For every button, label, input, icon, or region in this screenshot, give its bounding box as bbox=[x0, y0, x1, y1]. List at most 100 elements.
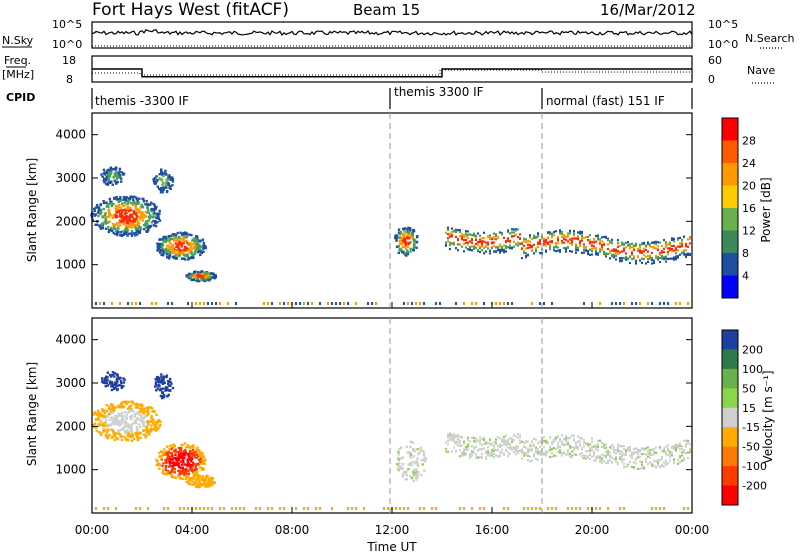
echo-cell bbox=[561, 434, 563, 437]
echo-cell bbox=[491, 242, 493, 245]
echo-cell bbox=[96, 206, 100, 209]
echo-cell bbox=[162, 396, 166, 399]
echo-cell bbox=[149, 428, 152, 432]
echo-cell bbox=[481, 243, 483, 246]
echo-cell bbox=[421, 449, 425, 453]
echo-cell bbox=[645, 460, 647, 463]
echo-cell bbox=[533, 234, 535, 237]
echo-cell bbox=[471, 302, 473, 305]
echo-cell bbox=[535, 249, 537, 252]
echo-cell bbox=[617, 463, 619, 466]
echo-cell bbox=[405, 230, 409, 233]
echo-cell bbox=[497, 248, 499, 251]
echo-cell bbox=[455, 440, 457, 443]
echo-cell bbox=[677, 444, 679, 447]
echo-cell bbox=[689, 447, 691, 450]
echo-cell bbox=[130, 414, 133, 417]
echo-cell bbox=[198, 239, 201, 242]
echo-cell bbox=[475, 453, 477, 456]
echo-cell bbox=[158, 219, 162, 222]
echo-cell bbox=[107, 178, 110, 181]
echo-cell bbox=[331, 507, 333, 510]
echo-cell bbox=[505, 441, 507, 444]
echo-cell bbox=[113, 406, 116, 409]
echo-cell bbox=[569, 452, 571, 456]
echo-cell bbox=[182, 457, 185, 460]
echo-cell bbox=[199, 457, 202, 460]
echo-cell bbox=[461, 234, 463, 237]
echo-cell bbox=[106, 435, 109, 438]
echo-cell bbox=[121, 435, 124, 438]
echo-cell bbox=[531, 449, 533, 452]
echo-cell bbox=[155, 378, 158, 381]
echo-cell bbox=[398, 461, 401, 465]
echo-cell bbox=[535, 236, 537, 239]
echo-cell bbox=[585, 249, 587, 252]
echo-cell bbox=[162, 250, 166, 254]
echo-cell bbox=[493, 250, 495, 253]
echo-cell bbox=[192, 476, 196, 479]
echo-cell bbox=[483, 436, 485, 439]
echo-cell bbox=[619, 260, 621, 263]
echo-cell bbox=[651, 302, 653, 305]
echo-cell bbox=[160, 170, 163, 173]
echo-cell bbox=[115, 432, 118, 435]
echo-cell bbox=[116, 207, 119, 211]
echo-cell bbox=[112, 176, 115, 179]
echo-cell bbox=[122, 222, 125, 226]
echo-cell bbox=[103, 422, 106, 425]
echo-cell bbox=[525, 452, 527, 455]
echo-cell bbox=[627, 243, 629, 247]
echo-cell bbox=[485, 250, 487, 253]
echo-cell bbox=[467, 230, 469, 233]
echo-cell bbox=[130, 230, 134, 233]
echo-cell bbox=[523, 452, 525, 455]
echo-cell bbox=[495, 302, 497, 305]
echo-cell bbox=[673, 448, 675, 451]
echo-cell bbox=[555, 447, 557, 450]
echo-cell bbox=[519, 242, 521, 245]
echo-cell bbox=[467, 243, 469, 246]
echo-cell bbox=[537, 441, 539, 445]
echo-cell bbox=[553, 440, 555, 443]
echo-cell bbox=[166, 395, 169, 398]
echo-cell bbox=[531, 441, 533, 444]
echo-cell bbox=[557, 246, 559, 249]
echo-cell bbox=[471, 238, 473, 241]
echo-cell bbox=[573, 237, 575, 240]
cpid-segment-2: themis 3300 IF bbox=[394, 85, 484, 99]
echo-cell bbox=[553, 246, 555, 249]
echo-cell bbox=[397, 464, 400, 467]
echo-cell bbox=[118, 170, 121, 173]
echo-cell bbox=[523, 445, 525, 448]
echo-cell bbox=[595, 507, 597, 510]
echo-cell bbox=[137, 201, 141, 204]
echo-cell bbox=[172, 445, 176, 448]
echo-cell bbox=[503, 452, 505, 455]
echo-cell bbox=[549, 245, 551, 248]
echo-cell bbox=[197, 244, 201, 247]
echo-cell bbox=[651, 463, 653, 466]
echo-cell bbox=[154, 224, 158, 228]
echo-cell bbox=[169, 444, 172, 447]
echo-cell bbox=[161, 242, 164, 245]
echo-cell bbox=[186, 249, 189, 253]
echo-cell bbox=[402, 238, 405, 241]
echo-cell bbox=[206, 481, 210, 484]
echo-cell bbox=[113, 225, 116, 228]
echo-cell bbox=[455, 235, 457, 238]
echo-cell bbox=[116, 227, 119, 230]
echo-cell bbox=[102, 200, 105, 203]
echo-cell bbox=[611, 444, 613, 447]
echo-cell bbox=[412, 238, 416, 241]
echo-cell bbox=[174, 242, 177, 245]
echo-cell bbox=[515, 243, 517, 246]
echo-cell bbox=[143, 425, 147, 428]
echo-cell bbox=[571, 445, 573, 448]
echo-cell bbox=[144, 436, 147, 439]
echo-cell bbox=[141, 219, 144, 222]
echo-cell bbox=[479, 245, 481, 249]
echo-cell bbox=[148, 420, 152, 423]
echo-cell bbox=[111, 183, 114, 186]
echo-cell bbox=[529, 244, 531, 247]
